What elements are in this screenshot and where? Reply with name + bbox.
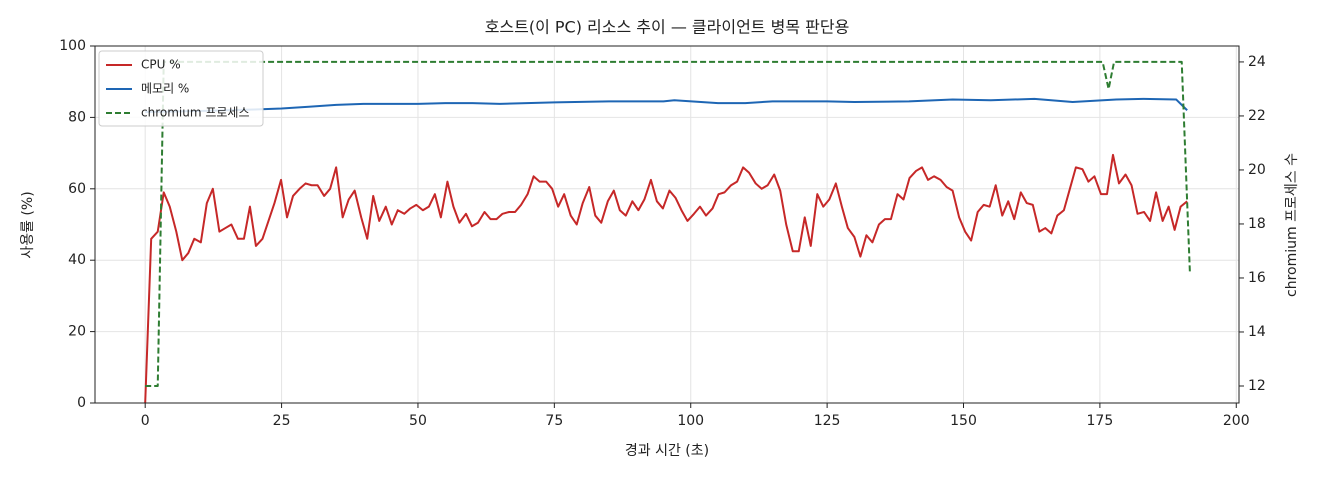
y-tick-label: 40: [68, 252, 86, 268]
series-line: [145, 60, 1191, 387]
x-tick-label: 75: [545, 413, 563, 429]
y-tick-label: 0: [77, 395, 86, 411]
chart-title: 호스트(이 PC) 리소스 추이 — 클라이언트 병목 판단용: [485, 18, 850, 37]
x-tick-label: 150: [950, 413, 977, 429]
legend-label: CPU %: [141, 58, 181, 72]
legend-label: chromium 프로세스: [141, 106, 250, 120]
y-tick-label: 100: [59, 38, 86, 54]
x-tick-label: 175: [1087, 413, 1114, 429]
y2-axis-label: chromium 프로세스 수: [1284, 153, 1300, 297]
legend-label: 메모리 %: [141, 82, 189, 96]
y2-tick-label: 24: [1248, 54, 1266, 70]
series-line: [144, 153, 1188, 404]
y-tick-label: 60: [68, 181, 86, 197]
y2-tick-label: 20: [1248, 162, 1266, 178]
y2-tick-label: 22: [1248, 108, 1266, 124]
legend: CPU % 메모리 % chromium 프로세스: [98, 50, 264, 127]
y-tick-label: 20: [68, 324, 86, 340]
plot-frame: [94, 45, 1240, 404]
x-tick-label: 200: [1223, 413, 1250, 429]
x-axis-label: 경과 시간 (초): [625, 443, 709, 459]
plot-lines: [144, 60, 1191, 404]
series-line: [145, 97, 1188, 114]
legend-box: [98, 50, 264, 127]
ticks: 0 25 50 75 100 125 150 175 200 0 20 40 60 80 100 12 14 16…: [59, 38, 1266, 429]
y-tick-label: 80: [68, 109, 86, 125]
x-tick-label: 25: [273, 413, 291, 429]
y-axis-label: 사용률 (%): [20, 191, 36, 258]
y2-tick-label: 18: [1248, 216, 1266, 232]
x-tick-label: 100: [677, 413, 704, 429]
y2-tick-label: 12: [1248, 378, 1266, 394]
x-tick-label: 50: [409, 413, 427, 429]
x-tick-label: 0: [141, 413, 150, 429]
x-tick-label: 125: [814, 413, 841, 429]
y2-tick-label: 14: [1248, 324, 1266, 340]
y2-tick-label: 16: [1248, 270, 1266, 286]
